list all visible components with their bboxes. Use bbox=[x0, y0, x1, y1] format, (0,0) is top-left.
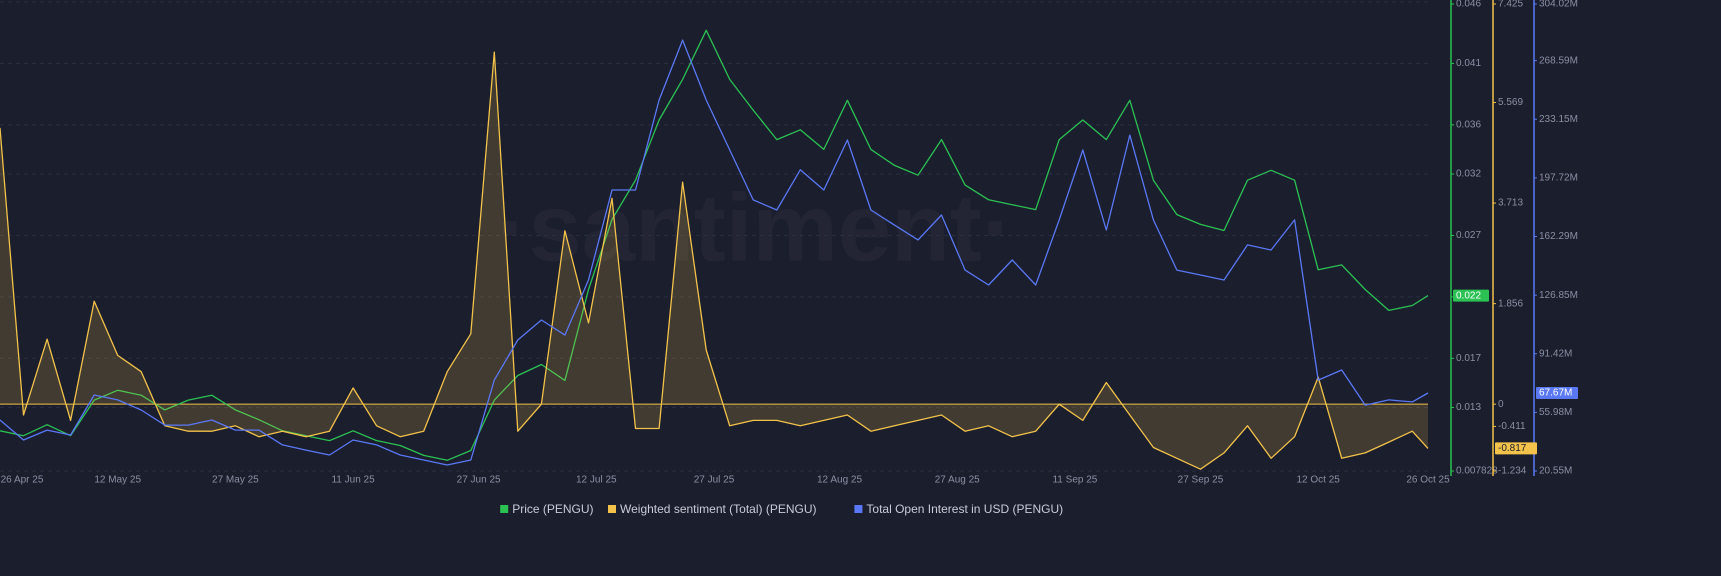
badge-label: 67.67M bbox=[1539, 388, 1572, 399]
x-tick-label: 12 Oct 25 bbox=[1296, 475, 1340, 486]
x-tick-label: 12 May 25 bbox=[94, 475, 141, 486]
badge-bg bbox=[1536, 387, 1578, 400]
legend-swatch bbox=[500, 505, 509, 513]
y-tick-label: 55.98M bbox=[1539, 407, 1572, 418]
legend: Price (PENGU) Weighted sentiment (Total) … bbox=[500, 502, 1063, 516]
x-tick-label: 26 Apr 25 bbox=[1, 475, 44, 486]
y-tick-label: 91.42M bbox=[1539, 348, 1572, 359]
y-tick-label: 0.041 bbox=[1456, 58, 1481, 69]
badge-bg bbox=[1453, 289, 1489, 302]
badge-bg bbox=[1495, 442, 1537, 455]
y-tick-label: 0.013 bbox=[1456, 402, 1481, 413]
y-tick-label: 0.027 bbox=[1456, 230, 1481, 241]
y-tick-label: 268.59M bbox=[1539, 55, 1578, 66]
last-value-badge: 67.67M bbox=[1536, 387, 1578, 400]
x-tick-label: 27 Aug 25 bbox=[935, 475, 980, 486]
y-tick-label: 233.15M bbox=[1539, 114, 1578, 125]
x-tick-label: 12 Aug 25 bbox=[817, 475, 862, 486]
x-tick-label: 27 May 25 bbox=[212, 475, 259, 486]
y-tick-label: 197.72M bbox=[1539, 173, 1578, 184]
legend-text: Price (PENGU) bbox=[512, 502, 593, 516]
x-tick-label: 11 Jun 25 bbox=[331, 475, 375, 486]
y-tick-label: 162.29M bbox=[1539, 231, 1578, 242]
y-tick-label: 20.55M bbox=[1539, 466, 1572, 477]
y-tick-label: 0.046 bbox=[1456, 0, 1481, 10]
sentiment-area bbox=[0, 52, 1428, 470]
y-tick-label: 0.017 bbox=[1456, 353, 1481, 364]
y-tick-label: -1.234 bbox=[1498, 466, 1527, 477]
badge-label: 0.022 bbox=[1456, 290, 1481, 301]
y-tick-label: 0.036 bbox=[1456, 120, 1481, 131]
x-tick-label: 27 Sep 25 bbox=[1178, 475, 1224, 486]
legend-text: Total Open Interest in USD (PENGU) bbox=[866, 502, 1063, 516]
x-tick-label: 27 Jun 25 bbox=[457, 475, 501, 486]
y-tick-label: 7.425 bbox=[1498, 0, 1523, 10]
x-tick-label: 26 Oct 25 bbox=[1406, 475, 1450, 486]
series-line bbox=[0, 51, 1429, 470]
y-tick-label: 5.569 bbox=[1498, 97, 1523, 108]
y-tick-label: 3.713 bbox=[1498, 198, 1523, 209]
y-tick-label: 304.02M bbox=[1539, 0, 1578, 10]
legend-swatch bbox=[608, 505, 616, 513]
y-tick-label: 0.032 bbox=[1456, 169, 1481, 180]
y-tick-label: 0 bbox=[1498, 399, 1504, 410]
series-line bbox=[0, 39, 1429, 466]
badge-label: -0.817 bbox=[1498, 443, 1527, 454]
legend-swatch bbox=[854, 505, 863, 513]
x-tick-label: 11 Sep 25 bbox=[1052, 475, 1097, 486]
y-tick-label: 1.856 bbox=[1498, 298, 1523, 309]
y-tick-label: 126.85M bbox=[1539, 290, 1578, 301]
y-tick-label: -0.411 bbox=[1498, 421, 1526, 432]
x-tick-label: 27 Jul 25 bbox=[694, 475, 735, 486]
y-tick-label: 0.007828 bbox=[1456, 466, 1498, 477]
x-tick-label: 12 Jul 25 bbox=[576, 475, 617, 486]
last-value-badge: 0.022 bbox=[1453, 289, 1489, 302]
series-line bbox=[0, 29, 1429, 461]
last-value-badge: -0.817 bbox=[1495, 442, 1537, 455]
legend-text: Weighted sentiment (Total) (PENGU) bbox=[620, 502, 817, 516]
